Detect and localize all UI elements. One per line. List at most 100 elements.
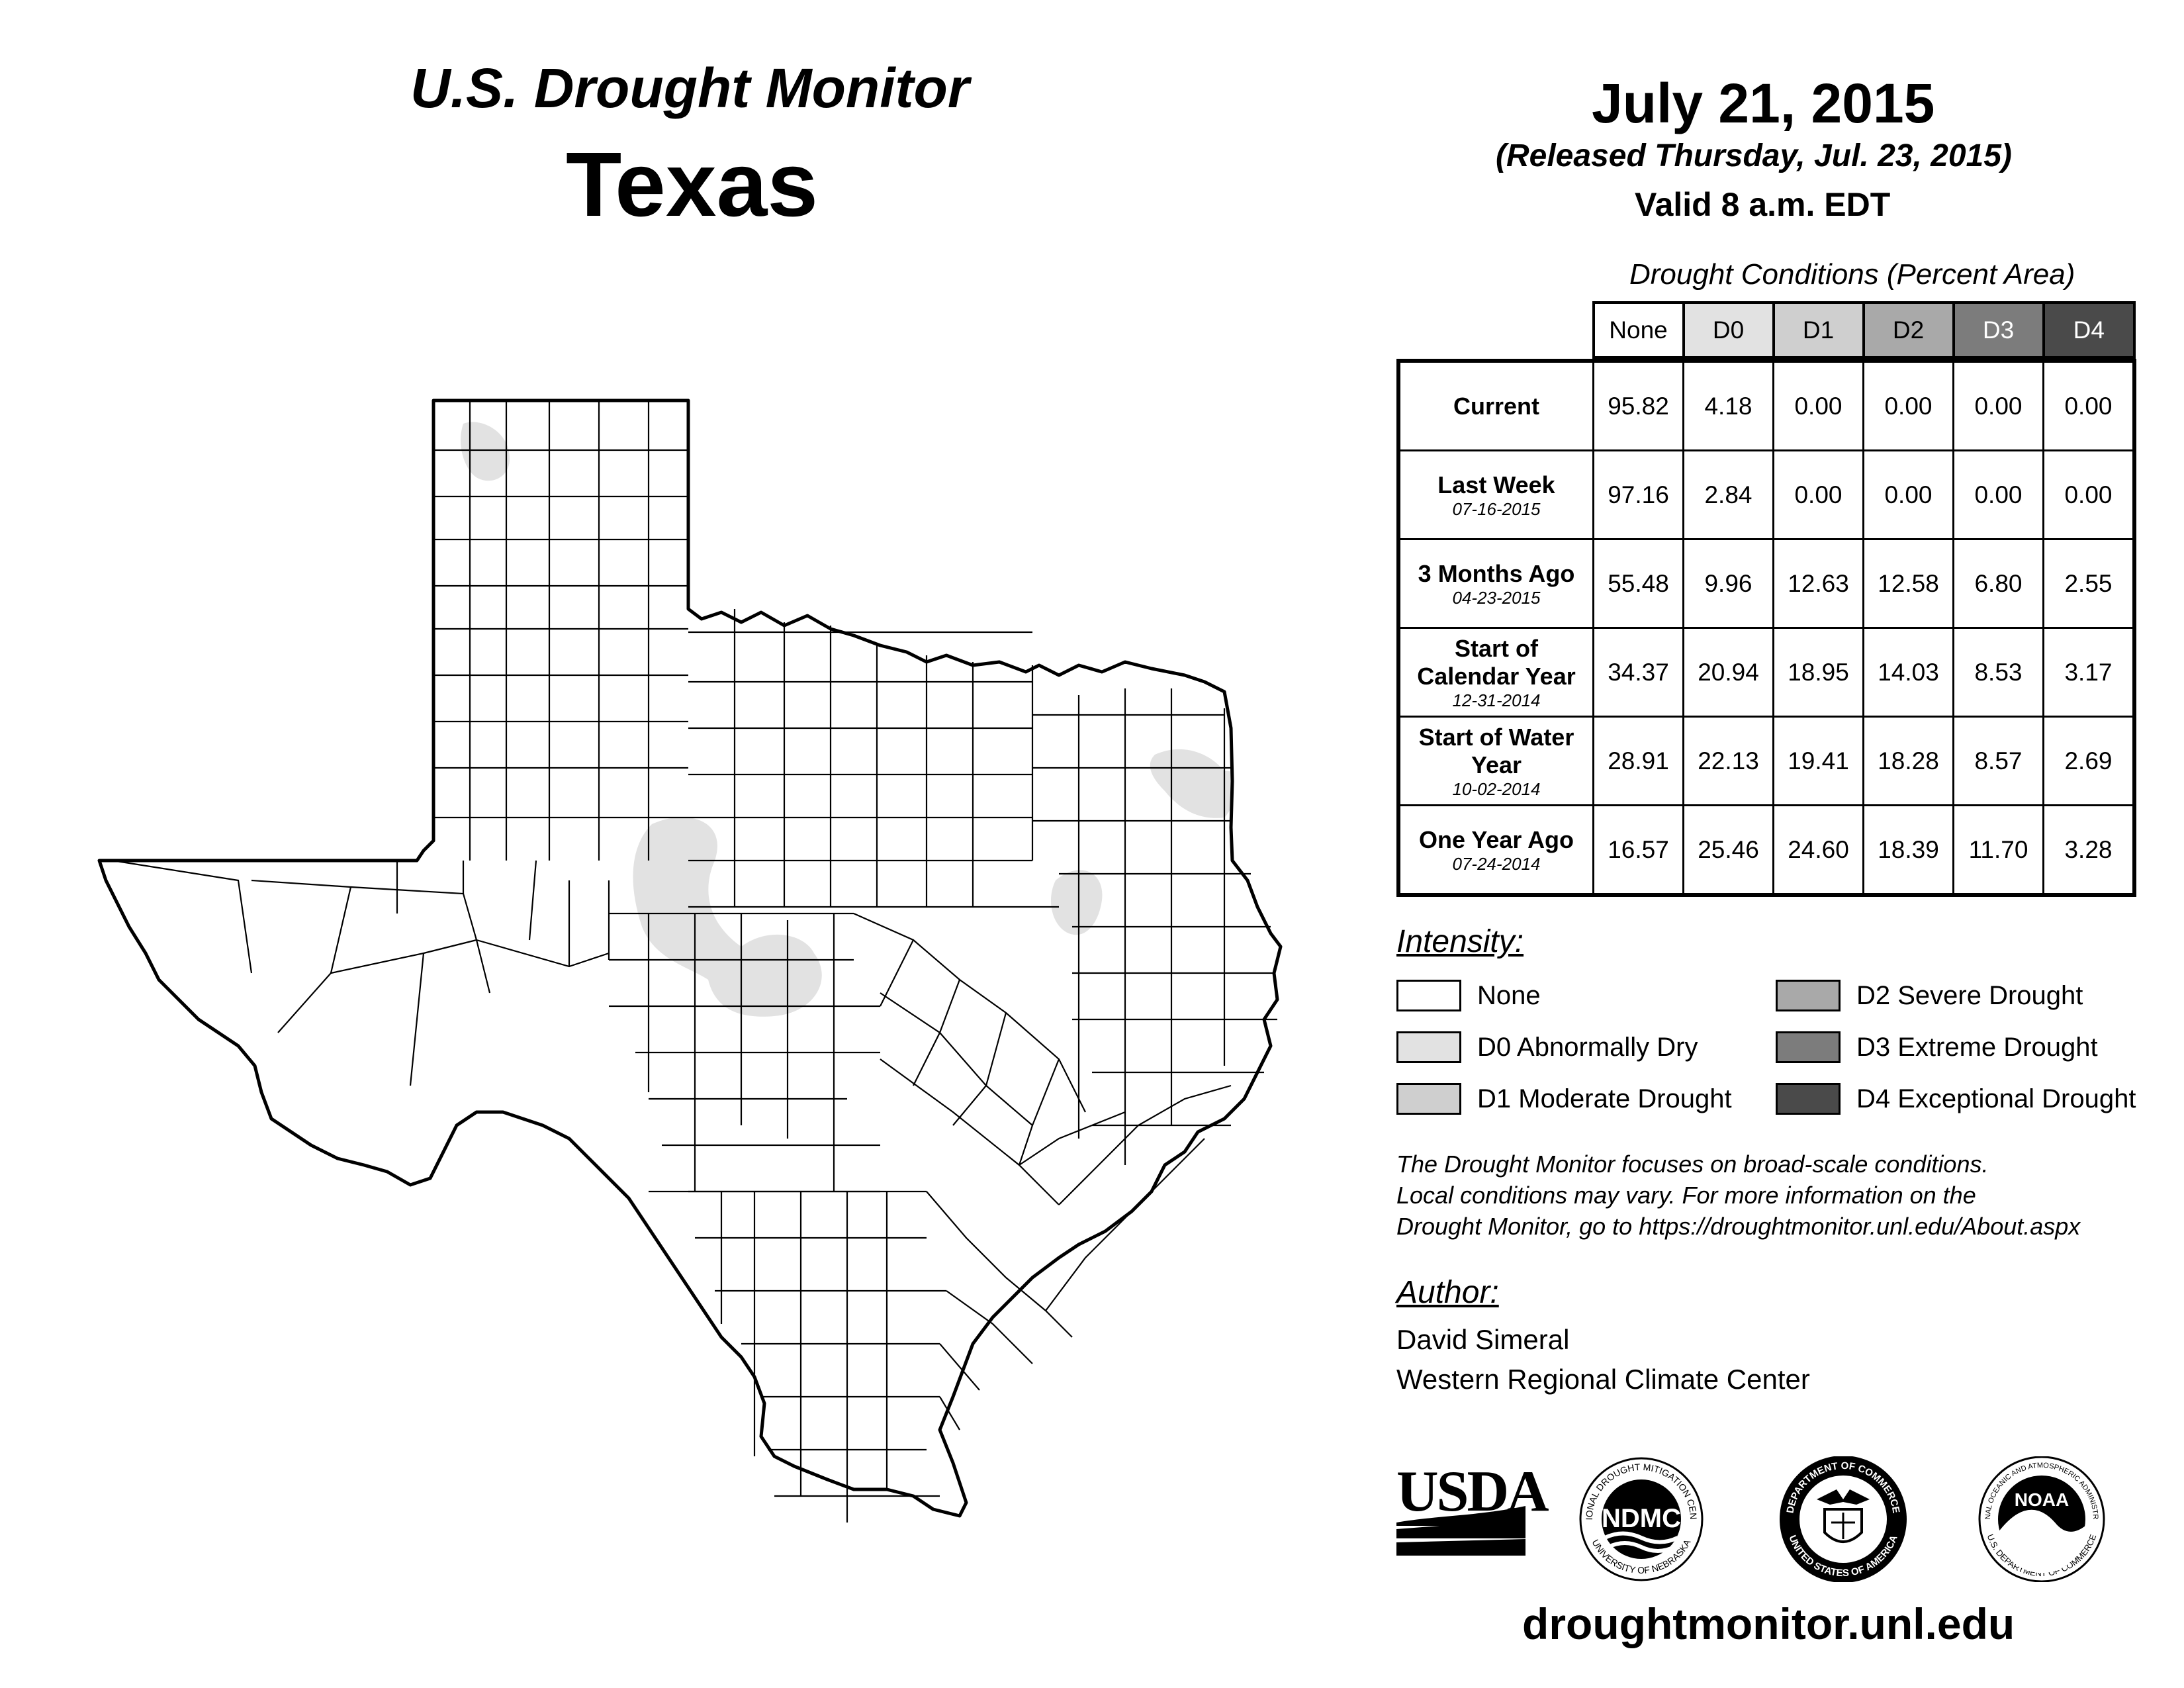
- table-cell: 0.00: [2042, 449, 2136, 540]
- legend-item-d2: D2 Severe Drought: [1776, 980, 2083, 1011]
- column-header-d1: D1: [1772, 301, 1865, 359]
- note-line: Drought Monitor, go to https://droughtmo…: [1396, 1213, 2081, 1240]
- legend-item-d4: D4 Exceptional Drought: [1776, 1083, 2136, 1115]
- row-label-text: One Year Ago: [1418, 825, 1574, 853]
- table-cell: 0.00: [2042, 359, 2136, 451]
- texas-outline: [97, 399, 1283, 1518]
- row-date: 07-16-2015: [1452, 498, 1541, 519]
- d0-area-central: [1050, 870, 1103, 935]
- table-cell: 16.57: [1592, 804, 1684, 896]
- shield-icon: [1823, 1508, 1863, 1543]
- legend-swatch: [1776, 1083, 1841, 1115]
- table-cell: 8.57: [1952, 716, 2044, 806]
- table-cell: 12.58: [1862, 538, 1954, 629]
- valid-time: Valid 8 a.m. EDT: [1635, 186, 1891, 223]
- row-label-text: Current: [1453, 392, 1539, 420]
- note-line: Local conditions may vary. For more info…: [1396, 1182, 1976, 1209]
- table-corner: [1398, 303, 1594, 357]
- table-cell: 3.17: [2042, 627, 2136, 718]
- table-cell: 24.60: [1772, 804, 1864, 896]
- table-cell: 34.37: [1592, 627, 1684, 718]
- row-label: Current: [1397, 359, 1594, 451]
- row-label-text: Start of Water Year: [1418, 723, 1574, 778]
- row-label: 3 Months Ago 04-23-2015: [1397, 538, 1594, 629]
- usda-field-icon: [1396, 1539, 1525, 1556]
- column-header-none: None: [1592, 301, 1685, 359]
- table-cell: 6.80: [1952, 538, 2044, 629]
- legend-swatch: [1396, 980, 1461, 1011]
- ndmc-logo: NATIONAL DROUGHT MITIGATION CENTER UNIVE…: [1579, 1457, 1704, 1581]
- table-cell: 55.48: [1592, 538, 1684, 629]
- table-cell: 12.63: [1772, 538, 1864, 629]
- legend-label: D3 Extreme Drought: [1856, 1032, 2098, 1062]
- usda-field-icon: [1396, 1516, 1525, 1538]
- d0-area-central-west: [633, 817, 822, 1017]
- table-header-row: None D0 D1 D2 D3 D4: [1398, 301, 2136, 359]
- noaa-bird-icon: [1998, 1509, 2086, 1573]
- legend-item-d1: D1 Moderate Drought: [1396, 1083, 1732, 1115]
- noaa-logo: NATIONAL OCEANIC AND ATMOSPHERIC ADMINIS…: [1978, 1456, 2105, 1582]
- legend-swatch: [1396, 1031, 1461, 1063]
- table-cell: 14.03: [1862, 627, 1954, 718]
- eagle-icon: [1817, 1489, 1870, 1505]
- footer-url[interactable]: droughtmonitor.unl.edu: [1522, 1599, 2015, 1648]
- ship-icon: [1831, 1513, 1855, 1539]
- table-cell: 18.39: [1862, 804, 1954, 896]
- texas-drought-map: [97, 399, 1283, 1523]
- table-cell: 22.13: [1682, 716, 1774, 806]
- table-cell: 0.00: [1952, 359, 2044, 451]
- column-header-d4: D4: [2042, 301, 2136, 359]
- table-cell: 20.94: [1682, 627, 1774, 718]
- table-cell: 4.18: [1682, 359, 1774, 451]
- table-cell: 8.53: [1952, 627, 2044, 718]
- release-date: (Released Thursday, Jul. 23, 2015): [1496, 138, 2012, 173]
- county-lines: [112, 400, 1277, 1523]
- row-date: 10-02-2014: [1452, 778, 1541, 799]
- table-row: Start of Calendar Year 12-31-2014 34.37 20.…: [1397, 627, 2136, 718]
- table-row: Start of Water Year 10-02-2014 28.91 22.13 1…: [1397, 716, 2136, 806]
- legend-item-d3: D3 Extreme Drought: [1776, 1031, 2098, 1063]
- legend-swatch: [1776, 980, 1841, 1011]
- table-row: 3 Months Ago 04-23-2015 55.48 9.96 12.63 12.5…: [1397, 538, 2136, 629]
- row-label-text: Start of Calendar Year: [1417, 634, 1576, 690]
- author-name: David Simeral: [1396, 1324, 1570, 1355]
- table-cell: 2.84: [1682, 449, 1774, 540]
- ndmc-wave-icon: [1604, 1531, 1679, 1544]
- row-label: Last Week 07-16-2015: [1397, 449, 1594, 540]
- table-cell: 18.95: [1772, 627, 1864, 718]
- noaa-wordmark: NOAA: [2015, 1489, 2069, 1510]
- table-cell: 2.69: [2042, 716, 2136, 806]
- ndmc-disc-icon: [1602, 1479, 1681, 1559]
- page-title: U.S. Drought Monitor: [410, 57, 970, 119]
- state-name: Texas: [566, 134, 819, 236]
- table-cell: 3.28: [2042, 804, 2136, 896]
- author-heading: Author:: [1396, 1275, 1499, 1310]
- intensity-heading: Intensity:: [1396, 924, 1524, 959]
- legend-label: None: [1477, 980, 1541, 1010]
- author-organization: Western Regional Climate Center: [1396, 1364, 1810, 1395]
- row-label: Start of Calendar Year 12-31-2014: [1397, 627, 1594, 718]
- ndmc-wave-icon: [1607, 1541, 1676, 1553]
- legend-swatch: [1396, 1083, 1461, 1115]
- table-row: One Year Ago 07-24-2014 16.57 25.46 24.60 18.…: [1397, 804, 2136, 896]
- row-date: 04-23-2015: [1452, 587, 1541, 608]
- row-label: Start of Water Year 10-02-2014: [1397, 716, 1594, 806]
- legend-label: D2 Severe Drought: [1856, 980, 2083, 1010]
- commerce-seal-logo: DEPARTMENT OF COMMERCE UNITED STATES OF …: [1780, 1456, 1907, 1582]
- d0-area-panhandle-northwest: [461, 422, 510, 481]
- row-date: 07-24-2014: [1452, 853, 1541, 874]
- drought-conditions-table: None D0 D1 D2 D3 D4 Current 95.82 4.18 0.00…: [1396, 301, 2136, 897]
- table-cell: 2.55: [2042, 538, 2136, 629]
- column-header-d0: D0: [1682, 301, 1775, 359]
- table-cell: 0.00: [1772, 359, 1864, 451]
- row-date: 12-31-2014: [1452, 690, 1541, 710]
- usda-logo: USDA: [1396, 1460, 1551, 1556]
- column-header-d3: D3: [1952, 301, 2045, 359]
- table-cell: 0.00: [1952, 449, 2044, 540]
- legend-item-none: None: [1396, 980, 1541, 1011]
- ndmc-wordmark: NDMC: [1602, 1504, 1681, 1533]
- legend-label: D0 Abnormally Dry: [1477, 1032, 1698, 1062]
- column-header-d2: D2: [1862, 301, 1955, 359]
- legend-label: D1 Moderate Drought: [1477, 1084, 1732, 1113]
- partner-logos: USDA NATIONAL DROUGHT MITIGATION CENTER …: [1396, 1456, 2105, 1582]
